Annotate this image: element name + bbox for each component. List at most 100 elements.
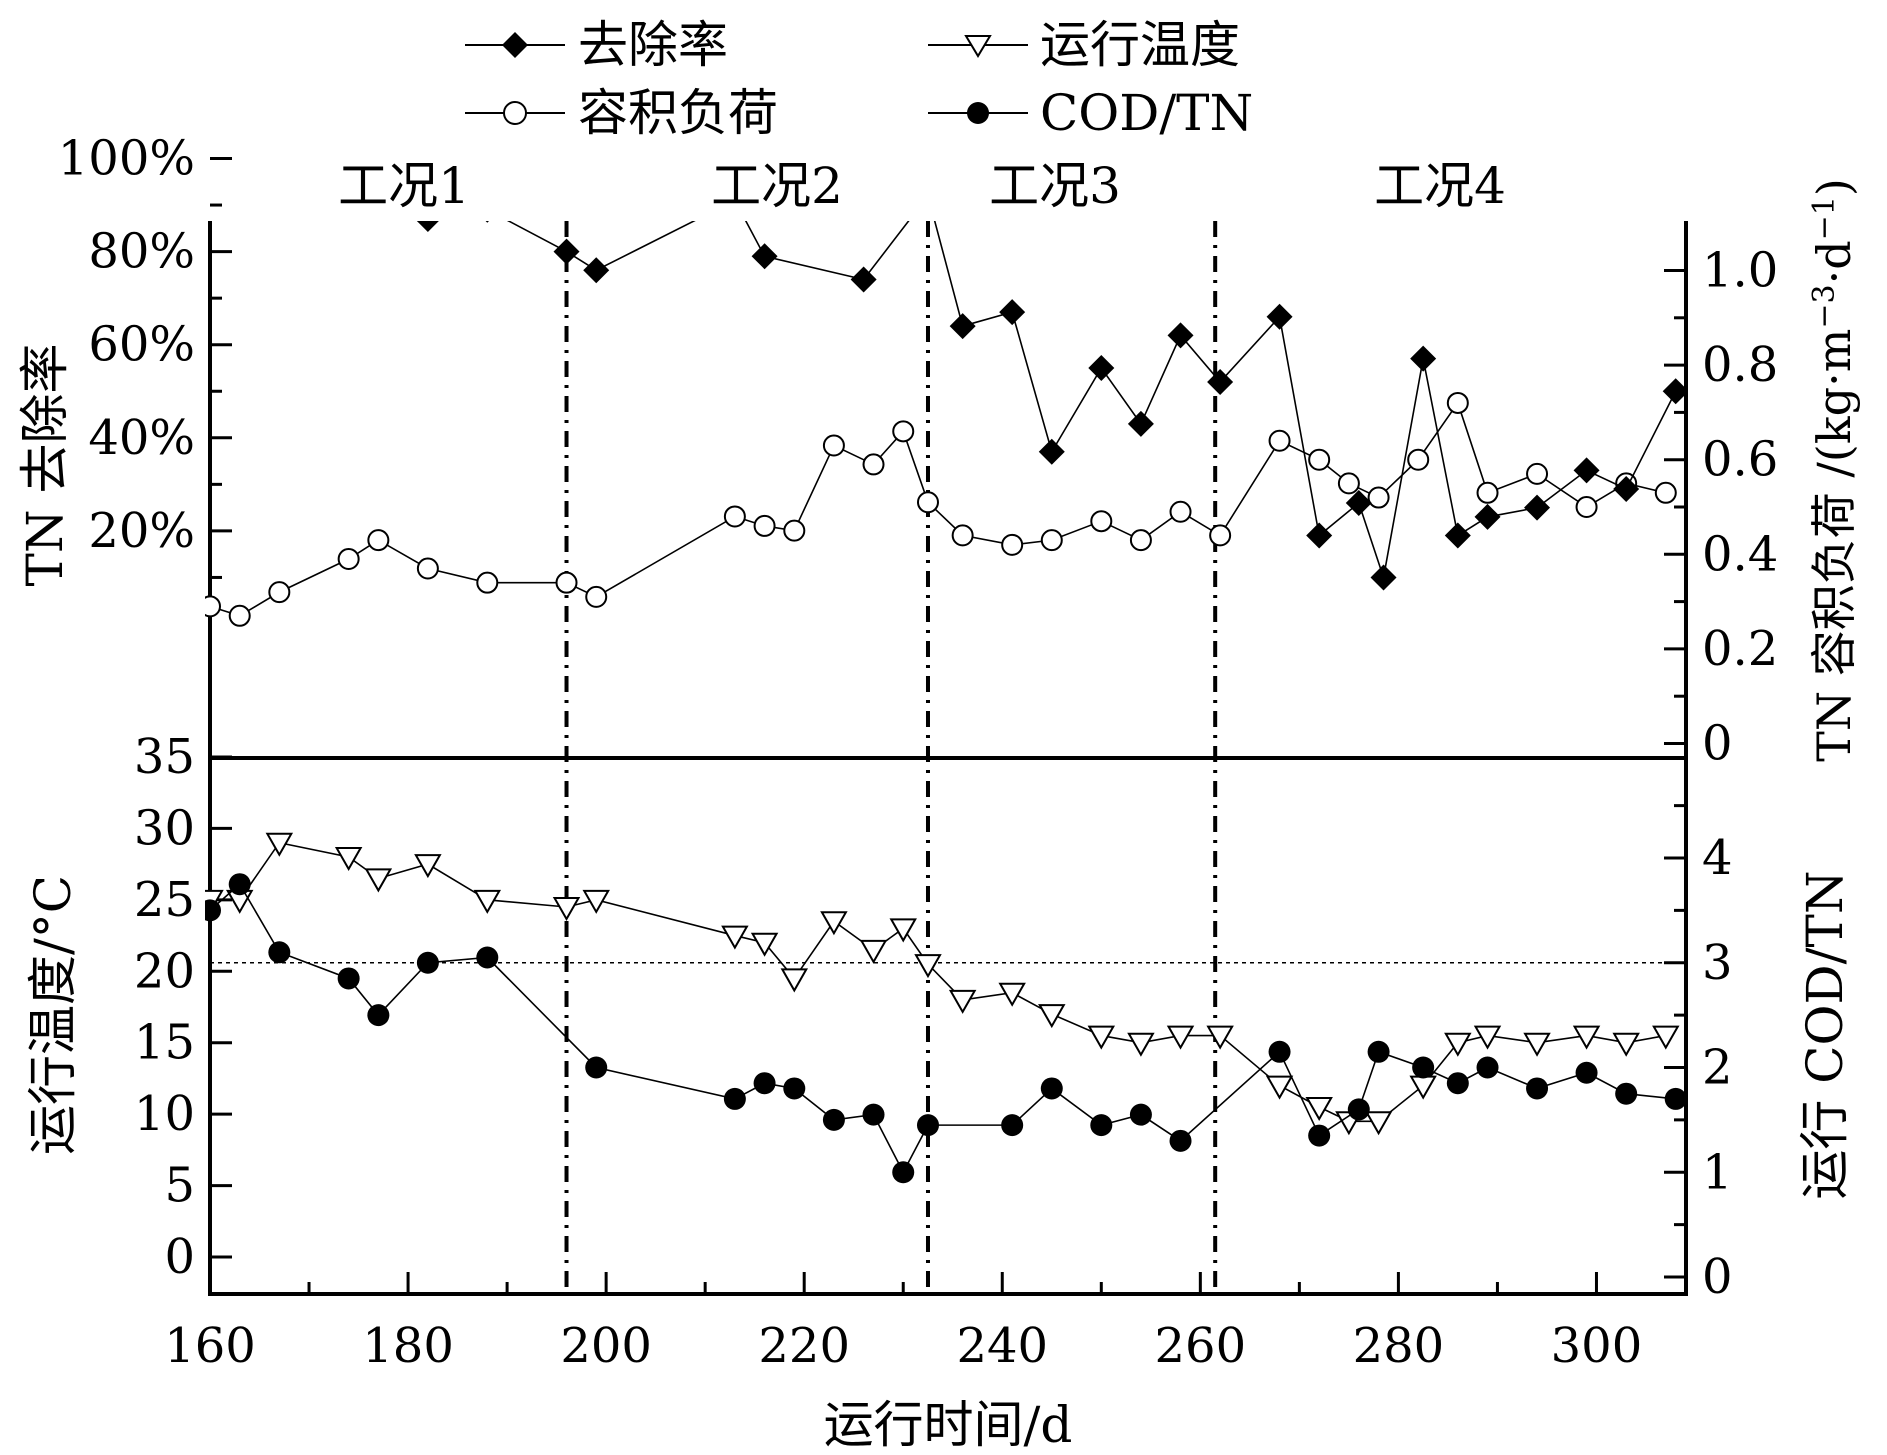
temperature-point xyxy=(1572,1025,1601,1050)
removal-point xyxy=(850,266,877,293)
codtn-point xyxy=(822,1108,845,1131)
removal-point xyxy=(999,299,1026,326)
temperature-point xyxy=(1473,1025,1502,1050)
temperature-point xyxy=(859,939,888,964)
codtn-point xyxy=(1367,1040,1390,1063)
codtn-point xyxy=(1575,1061,1598,1084)
codtn-point xyxy=(1347,1098,1370,1121)
phase-label-2: 工况2 xyxy=(711,157,843,215)
codtn-point xyxy=(753,1072,776,1095)
loading-line xyxy=(209,401,1666,617)
bottom-right-tick-label: 1 xyxy=(1702,1144,1733,1200)
temperature-point xyxy=(1166,1025,1195,1050)
codtn-point xyxy=(1129,1103,1152,1126)
top-left-axis-title: TN 去除率 xyxy=(16,344,74,587)
removal-point xyxy=(1088,354,1115,381)
legend-removal-label: 去除率 xyxy=(578,16,728,74)
legend-codtn-label: COD/TN xyxy=(1040,84,1253,142)
temperature-line xyxy=(210,841,1666,1123)
codtn-point xyxy=(892,1161,915,1184)
phase-label-4: 工况4 xyxy=(1374,157,1506,215)
phase-boundaries xyxy=(564,221,1218,1294)
top-left-tick-label: 40% xyxy=(88,410,195,466)
phase-labels: 工况1 工况2 工况3 工况4 xyxy=(338,157,1506,215)
bottom-left-tick-label: 5 xyxy=(164,1158,195,1214)
x-tick-label: 180 xyxy=(362,1318,454,1374)
removal-point xyxy=(1207,368,1234,395)
codtn-point xyxy=(1308,1124,1331,1147)
temperature-point xyxy=(265,832,294,857)
legend-loading: 容积负荷 xyxy=(465,84,778,142)
loading-point xyxy=(268,581,291,604)
codtn-point xyxy=(1446,1072,1469,1095)
loading-point xyxy=(416,557,439,580)
loading-point xyxy=(753,514,776,537)
loading-point xyxy=(1268,429,1291,452)
loading-point xyxy=(337,548,360,571)
phase-label-3: 工况3 xyxy=(989,157,1121,215)
temperature-point xyxy=(1444,1032,1472,1057)
loading-point xyxy=(862,453,885,476)
bottom-left-axis-title: 运行温度/°C xyxy=(24,875,82,1155)
loading-point xyxy=(1001,533,1024,556)
legend-codtn: COD/TN xyxy=(928,84,1253,142)
top-left-axis-ticks: 20% 40% 60% 80% 100% xyxy=(58,131,232,579)
top-left-tick-label: 100% xyxy=(58,131,195,187)
loading-point xyxy=(1476,481,1499,504)
loading-point xyxy=(822,434,845,457)
removal-point xyxy=(1127,410,1154,437)
top-left-tick-label: 80% xyxy=(88,224,195,280)
x-tick-label: 260 xyxy=(1155,1318,1247,1374)
bottom-left-tick-label: 25 xyxy=(134,872,195,928)
removal-point xyxy=(583,257,610,284)
temperature-point xyxy=(1612,1032,1640,1057)
loading-series xyxy=(205,391,1677,627)
loading-point xyxy=(1446,391,1469,414)
legend-temperature-label: 运行温度 xyxy=(1040,16,1240,74)
removal-point xyxy=(1038,438,1065,465)
temperature-point xyxy=(414,854,442,879)
plot-frame xyxy=(208,221,1688,1296)
loading-point xyxy=(228,604,251,627)
loading-point xyxy=(783,519,806,542)
codtn-point xyxy=(1268,1040,1291,1063)
temperature-point xyxy=(750,932,779,957)
temperature-point xyxy=(1087,1025,1116,1050)
temperature-point xyxy=(914,954,942,979)
bottom-left-tick-label: 30 xyxy=(134,800,195,856)
legend-removal: 去除率 xyxy=(465,16,728,74)
removal-point xyxy=(1345,489,1372,516)
x-axis-title: 运行时间/d xyxy=(824,1396,1073,1454)
loading-point xyxy=(1337,472,1360,495)
removal-point xyxy=(227,178,253,204)
loading-point xyxy=(892,420,915,443)
codtn-point xyxy=(723,1087,746,1110)
loading-point xyxy=(585,585,608,608)
loading-point xyxy=(1209,524,1232,547)
top-left-tick-label: 20% xyxy=(88,503,195,559)
top-left-tick-label: 60% xyxy=(88,317,195,373)
removal-point xyxy=(949,313,976,340)
bottom-right-tick-label: 3 xyxy=(1702,935,1733,991)
codtn-point xyxy=(1412,1056,1435,1079)
top-right-axis-title: TN 容积负荷 /(kg·m−3·d−1) xyxy=(1807,178,1861,762)
loading-point xyxy=(1654,481,1677,504)
temperature-point xyxy=(552,897,581,922)
top-right-axis-title-sup1: −3 xyxy=(1807,284,1842,328)
top-right-tick-label: 0.2 xyxy=(1702,621,1778,677)
temperature-point xyxy=(1206,1025,1234,1050)
x-tick-label: 200 xyxy=(560,1318,652,1374)
temperature-point xyxy=(1305,1097,1333,1122)
removal-point xyxy=(1613,476,1640,503)
bottom-right-axis-title: 运行 COD/TN xyxy=(1796,870,1854,1199)
legend: 去除率 运行温度 容积负荷 COD/TN xyxy=(465,16,1253,142)
top-right-tick-label: 0.6 xyxy=(1702,432,1778,488)
loading-point xyxy=(1367,486,1390,509)
temperature-point xyxy=(1265,1075,1294,1100)
x-tick-label: 280 xyxy=(1353,1318,1445,1374)
top-right-axis-title-mid: ·d xyxy=(1807,240,1861,284)
codtn-point xyxy=(783,1077,806,1100)
loading-point xyxy=(476,571,499,594)
removal-point xyxy=(1573,457,1600,484)
bottom-left-tick-label: 15 xyxy=(134,1015,195,1071)
